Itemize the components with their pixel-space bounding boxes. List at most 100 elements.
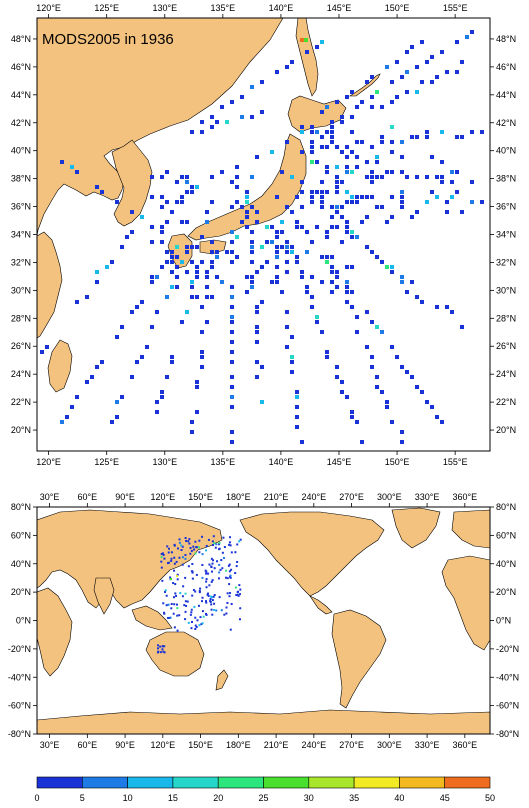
lat-label-right: 24°N bbox=[496, 369, 516, 379]
observation-cell bbox=[201, 535, 204, 538]
observation-cell bbox=[255, 310, 259, 314]
observation-cell bbox=[207, 594, 210, 597]
observation-cell bbox=[105, 265, 109, 269]
observation-cell bbox=[188, 538, 191, 541]
observation-cell bbox=[170, 578, 172, 580]
observation-cell bbox=[375, 385, 379, 389]
observation-cell bbox=[191, 594, 194, 597]
observation-cell bbox=[390, 215, 394, 219]
observation-cell bbox=[185, 175, 189, 179]
observation-cell bbox=[395, 95, 399, 99]
observation-cell bbox=[295, 405, 299, 409]
observation-cell bbox=[350, 170, 354, 174]
observation-cell bbox=[195, 265, 199, 269]
observation-cell bbox=[235, 185, 239, 189]
observation-cell bbox=[195, 573, 198, 576]
observation-cell bbox=[218, 563, 221, 566]
lon-label-bottom: 210°E bbox=[264, 740, 289, 750]
observation-cell bbox=[167, 547, 170, 550]
observation-cell bbox=[176, 629, 179, 632]
observation-cell bbox=[430, 155, 434, 159]
observation-cell bbox=[206, 593, 209, 596]
observation-cell bbox=[240, 95, 244, 99]
observation-cell bbox=[350, 230, 354, 234]
observation-cell bbox=[325, 170, 329, 174]
lon-label-top: 60°E bbox=[78, 492, 98, 502]
observation-cell bbox=[340, 120, 344, 124]
observation-cell bbox=[415, 385, 419, 389]
observation-cell bbox=[120, 395, 124, 399]
observation-cell bbox=[202, 615, 205, 618]
observation-cell bbox=[180, 200, 184, 204]
observation-cell bbox=[255, 155, 259, 159]
observation-cell bbox=[285, 140, 289, 144]
observation-cell bbox=[227, 564, 230, 567]
observation-cell bbox=[295, 425, 299, 429]
observation-cell bbox=[40, 350, 44, 354]
observation-cell bbox=[340, 240, 344, 244]
observation-cell bbox=[213, 602, 216, 605]
observation-cell bbox=[325, 350, 329, 354]
lon-label-bottom: 240°E bbox=[302, 740, 327, 750]
observation-cell bbox=[230, 180, 234, 184]
observation-cell bbox=[330, 205, 334, 209]
observation-cell bbox=[275, 235, 279, 239]
regional-map: MODS2005 in 1936 120°E 120°E 125°E 125°E 130… bbox=[11, 3, 516, 467]
observation-cell bbox=[315, 160, 319, 164]
observation-cell bbox=[170, 603, 173, 606]
observation-cell bbox=[355, 315, 359, 319]
lat-label-right: -80°N bbox=[496, 729, 519, 739]
observation-cell bbox=[365, 245, 369, 249]
lat-label-left: 48°N bbox=[11, 34, 31, 44]
observation-cell bbox=[445, 305, 449, 309]
observation-cell bbox=[187, 540, 190, 543]
observation-cell bbox=[187, 565, 190, 568]
observation-cell bbox=[230, 330, 234, 334]
observation-cell bbox=[405, 370, 409, 374]
colorbar: 0 5 10 15 20 25 30 35 40 45 50 bbox=[34, 776, 495, 803]
observation-cell bbox=[320, 135, 324, 139]
observation-cell bbox=[245, 290, 249, 294]
observation-cell bbox=[222, 536, 225, 539]
observation-cell bbox=[180, 549, 183, 552]
observation-cell bbox=[290, 245, 294, 249]
observation-cell bbox=[425, 135, 429, 139]
observation-cell bbox=[207, 572, 210, 575]
observation-cell bbox=[228, 541, 231, 544]
land-new-zealand bbox=[215, 669, 229, 691]
observation-cell bbox=[170, 260, 174, 264]
colorbar-label: 30 bbox=[304, 793, 314, 803]
observation-cell bbox=[90, 375, 94, 379]
lat-label-right: 30°N bbox=[496, 285, 516, 295]
lat-label-right: 28°N bbox=[496, 313, 516, 323]
lat-label-left: 44°N bbox=[11, 90, 31, 100]
observation-cell bbox=[230, 360, 234, 364]
lon-label-bottom: 180°E bbox=[226, 740, 251, 750]
observation-cell bbox=[335, 225, 339, 229]
observation-cell bbox=[300, 270, 304, 274]
observation-cell bbox=[179, 592, 182, 595]
observation-cell bbox=[228, 595, 231, 598]
observation-cell bbox=[184, 610, 187, 613]
observation-cell bbox=[385, 265, 389, 269]
observation-cell bbox=[350, 235, 354, 239]
observation-cell bbox=[239, 538, 242, 541]
observation-cell bbox=[174, 592, 177, 595]
observation-cell bbox=[295, 415, 299, 419]
observation-cell bbox=[310, 240, 314, 244]
observation-cell bbox=[250, 280, 254, 284]
observation-cell bbox=[310, 275, 314, 279]
observation-cell bbox=[150, 325, 154, 329]
observation-cell bbox=[175, 200, 179, 204]
land-africa bbox=[37, 587, 73, 677]
observation-cell bbox=[167, 603, 170, 606]
observation-cell bbox=[167, 561, 170, 564]
observation-cell bbox=[400, 200, 404, 204]
observation-cell bbox=[216, 560, 219, 563]
observation-cell bbox=[360, 140, 364, 144]
observation-cell bbox=[310, 125, 314, 129]
observation-cell bbox=[380, 260, 384, 264]
observation-cell bbox=[350, 415, 354, 419]
observation-cell bbox=[170, 270, 174, 274]
observation-cell bbox=[330, 135, 334, 139]
